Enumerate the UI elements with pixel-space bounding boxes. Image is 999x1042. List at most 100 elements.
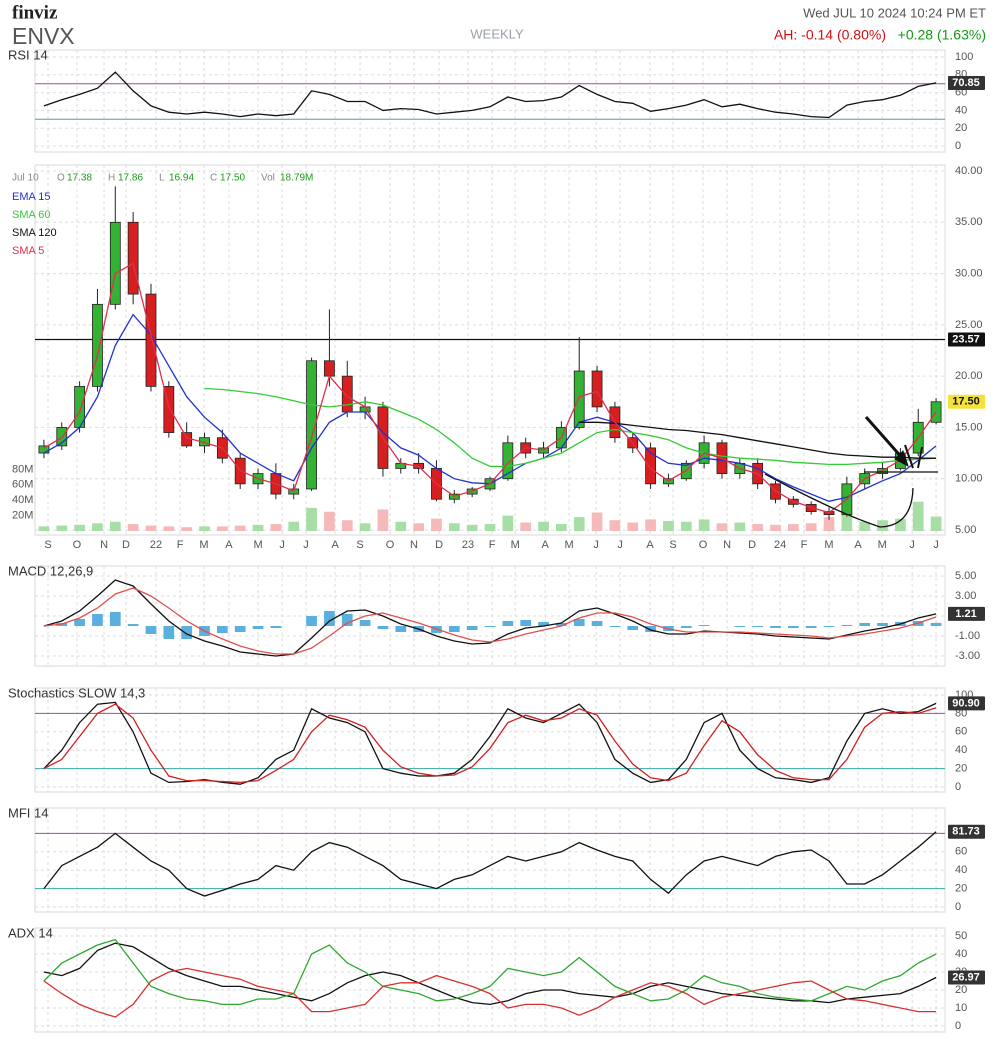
x-tick-label: 22 [150,539,162,551]
volume-bar [663,520,674,531]
series-line [204,387,937,468]
period: WEEKLY [470,26,524,41]
panel-frame [34,687,946,793]
y-tick-label: 20 [955,883,967,895]
y-tick-label: 15.00 [955,421,983,433]
candle-body [127,221,139,295]
histogram-bar [877,623,888,626]
volume-bar [199,526,210,531]
x-tick-label: O [386,539,395,551]
arrow [864,416,906,461]
volume-tick-label: 40M [12,494,33,506]
y-tick-label: 10.00 [955,473,983,485]
arrow [904,444,914,469]
series-line [43,942,937,1006]
legend-entry: EMA 15 [12,191,51,203]
legend-entry: SMA 60 [12,209,51,221]
histogram-bar [538,622,549,626]
series-line [43,831,937,897]
value-badge: 26.97 [952,971,980,983]
volume-bar [930,516,942,531]
candle-body [645,447,656,485]
histogram-bar [734,626,746,627]
x-tick-label: D [435,539,443,551]
histogram-bar [823,626,835,627]
histogram-bar [217,626,228,633]
annotations [764,416,938,528]
candle-body [38,445,50,454]
x-tick-label: O [73,539,82,551]
y-tick-label: 0 [955,140,961,152]
histogram-bar [805,626,817,628]
x-tick-label: D [748,539,756,551]
value-badge-bg [948,696,985,711]
volume-bar [217,526,228,531]
x-tick-label: A [225,539,233,551]
value-badge-bg [948,332,985,347]
volume-bar [359,523,371,531]
logo[interactable]: finviz [12,2,58,23]
volume-bar [145,525,157,531]
y-tick-label: 30.00 [955,267,983,279]
volume-bar [377,509,389,531]
panel-title: Stochastics SLOW 14,3 [8,685,145,700]
legend-date: Jul 10 [12,173,39,184]
histogram-bar [306,616,317,626]
value-badge: 1.21 [955,608,976,620]
candle-body [109,221,121,305]
histogram-bar [74,619,85,626]
x-tick-label: J [933,539,939,551]
volume-bar [252,524,264,531]
x-tick-label: N [723,539,731,551]
histogram-bar [377,626,389,629]
series-line [579,421,937,459]
x-tick-label: J [909,539,915,551]
histogram-bar [770,626,781,628]
histogram-bar [859,623,871,626]
histogram-bar [448,626,460,632]
value-badge: 81.73 [952,826,980,838]
volume-bar [805,523,817,531]
histogram-bar [502,621,514,626]
volume-bar [431,518,442,531]
series-line [43,579,937,657]
volume-bar [466,524,478,531]
x-tick-label: J [303,539,309,551]
volume-tick-label: 80M [12,463,33,475]
series-line [43,703,937,784]
volume-bar [234,525,246,531]
volume-bar [573,517,585,531]
series-line [43,71,937,119]
histogram-bar [127,624,139,626]
y-tick-label: 20 [955,763,967,775]
volume-bar [734,522,746,531]
legend-label: O [57,173,65,184]
histogram-bar [520,620,532,626]
y-tick-label: 0 [955,901,961,913]
value-badge: 70.85 [952,77,980,89]
y-tick-label: 20 [955,984,967,996]
volume-bar [627,522,639,531]
volume-bar [680,521,692,531]
x-tick-label: A [646,539,654,551]
y-tick-label: 0 [955,1020,961,1032]
histogram-bar [324,611,335,626]
legend-label: C [210,173,217,184]
volume-bar [270,524,282,531]
x-tick-label: N [410,539,418,551]
panel-title: ADX 14 [8,925,53,940]
histogram-bar [270,626,282,628]
legend-value: 18.79M [280,173,313,184]
histogram-bar [145,626,157,634]
arrow [917,446,923,469]
series-line [43,938,937,1006]
candle-body [92,303,103,387]
candle-body [145,293,157,387]
volume-bar [56,525,68,531]
cup-curve [764,473,914,528]
candle-body [502,442,514,480]
series-line [43,967,937,1018]
y-tick-label: 5.00 [955,570,976,582]
x-tick-label: A [854,539,862,551]
